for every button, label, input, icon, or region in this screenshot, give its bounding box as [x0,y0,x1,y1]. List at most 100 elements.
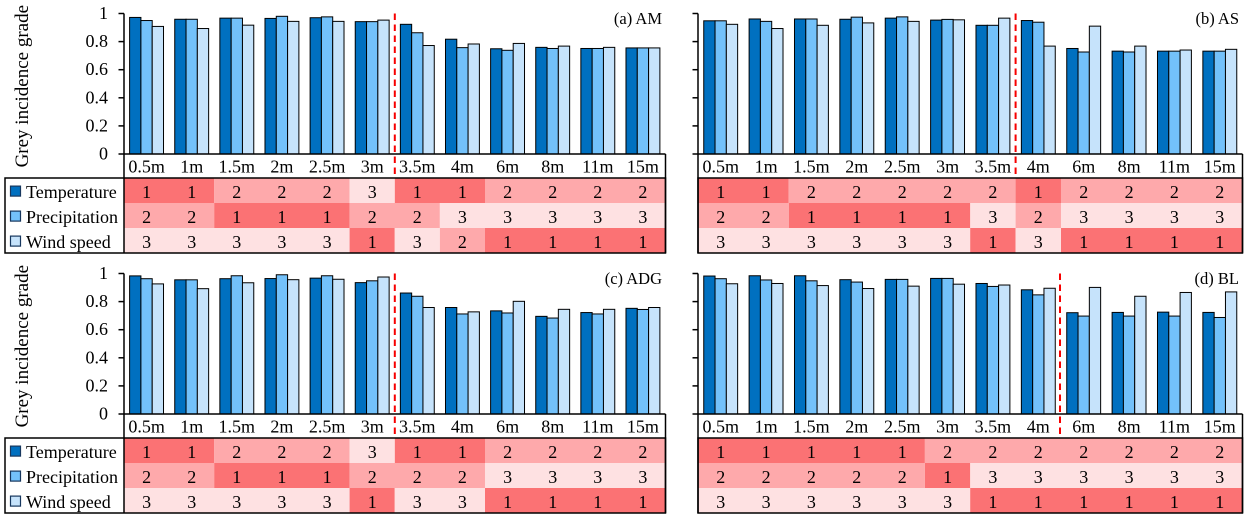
svg-text:2: 2 [413,207,422,227]
svg-text:2: 2 [988,442,997,462]
svg-text:3.5m: 3.5m [399,157,436,177]
svg-text:3: 3 [458,492,467,512]
svg-text:3: 3 [413,232,422,252]
svg-text:2: 2 [852,182,861,202]
svg-text:2: 2 [503,182,512,202]
svg-text:1m: 1m [755,417,778,437]
svg-text:11m: 11m [1159,417,1190,437]
svg-text:1.5m: 1.5m [219,157,256,177]
svg-text:1: 1 [1034,492,1043,512]
svg-text:3: 3 [1034,467,1043,487]
svg-text:1: 1 [323,207,332,227]
svg-text:2: 2 [187,467,196,487]
svg-text:(a) AM: (a) AM [614,9,662,28]
svg-text:1: 1 [1079,232,1088,252]
svg-text:2: 2 [638,442,647,462]
svg-text:4m: 4m [1027,157,1050,177]
svg-text:11m: 11m [1159,157,1190,177]
svg-text:Grey incidence grade: Grey incidence grade [12,5,33,167]
svg-text:1: 1 [593,232,602,252]
svg-text:1: 1 [277,207,286,227]
svg-text:3: 3 [716,232,725,252]
svg-text:0.8: 0.8 [86,31,109,51]
svg-text:2m: 2m [845,417,868,437]
svg-text:2: 2 [413,467,422,487]
svg-text:1: 1 [943,207,952,227]
svg-text:15m: 15m [1204,157,1236,177]
svg-text:3: 3 [368,182,377,202]
svg-text:2: 2 [638,182,647,202]
svg-text:Precipitation: Precipitation [26,467,118,487]
svg-text:2m: 2m [270,417,293,437]
svg-text:2: 2 [368,207,377,227]
svg-text:2: 2 [716,207,725,227]
svg-text:2: 2 [232,182,241,202]
svg-text:0.5m: 0.5m [702,157,739,177]
svg-text:4m: 4m [1027,417,1050,437]
svg-text:2: 2 [187,207,196,227]
svg-text:2: 2 [503,442,512,462]
svg-text:1: 1 [807,442,816,462]
svg-text:1: 1 [593,492,602,512]
svg-text:8m: 8m [541,157,564,177]
svg-text:2: 2 [943,182,952,202]
svg-text:3: 3 [323,492,332,512]
svg-text:3: 3 [898,232,907,252]
svg-text:6m: 6m [1072,417,1095,437]
svg-text:3: 3 [232,232,241,252]
svg-text:2: 2 [807,467,816,487]
svg-text:1.5m: 1.5m [793,157,830,177]
svg-text:1: 1 [943,467,952,487]
svg-text:2: 2 [762,207,771,227]
svg-text:6m: 6m [496,157,519,177]
svg-text:1: 1 [1079,492,1088,512]
svg-text:3: 3 [458,207,467,227]
svg-text:2: 2 [323,442,332,462]
svg-text:0.4: 0.4 [86,87,109,107]
svg-text:2: 2 [898,467,907,487]
svg-text:3.5m: 3.5m [975,417,1012,437]
svg-text:0.8: 0.8 [86,291,109,311]
svg-text:3: 3 [988,467,997,487]
svg-text:1: 1 [852,207,861,227]
svg-text:2: 2 [1034,207,1043,227]
svg-text:2: 2 [142,467,151,487]
svg-text:3: 3 [852,232,861,252]
svg-text:2m: 2m [845,157,868,177]
svg-text:(c) ADG: (c) ADG [605,269,662,288]
svg-text:0.5m: 0.5m [702,417,739,437]
svg-text:3: 3 [323,232,332,252]
svg-text:Temperature: Temperature [26,182,117,202]
svg-text:2: 2 [762,467,771,487]
svg-text:1: 1 [323,467,332,487]
svg-text:3: 3 [1170,207,1179,227]
svg-text:3.5m: 3.5m [399,417,436,437]
svg-text:2: 2 [1079,182,1088,202]
svg-text:1: 1 [99,3,108,23]
svg-text:Grey incidence grade: Grey incidence grade [12,265,33,427]
svg-text:Temperature: Temperature [26,442,117,462]
svg-text:1: 1 [548,492,557,512]
svg-text:3: 3 [988,207,997,227]
svg-text:1: 1 [807,207,816,227]
svg-text:1: 1 [1034,182,1043,202]
svg-text:1m: 1m [755,157,778,177]
svg-text:11m: 11m [582,157,613,177]
svg-text:1: 1 [413,182,422,202]
svg-text:3: 3 [943,232,952,252]
svg-text:0.6: 0.6 [86,59,109,79]
svg-text:15m: 15m [627,417,659,437]
svg-text:2m: 2m [270,157,293,177]
svg-text:2: 2 [548,442,557,462]
svg-text:1m: 1m [180,417,203,437]
svg-text:3: 3 [548,467,557,487]
svg-text:3: 3 [716,492,725,512]
svg-text:1: 1 [142,182,151,202]
svg-text:2: 2 [323,182,332,202]
svg-text:3m: 3m [361,157,384,177]
svg-text:2: 2 [458,232,467,252]
svg-text:2: 2 [458,467,467,487]
svg-text:1m: 1m [180,157,203,177]
svg-text:3: 3 [1034,232,1043,252]
svg-text:3: 3 [548,207,557,227]
